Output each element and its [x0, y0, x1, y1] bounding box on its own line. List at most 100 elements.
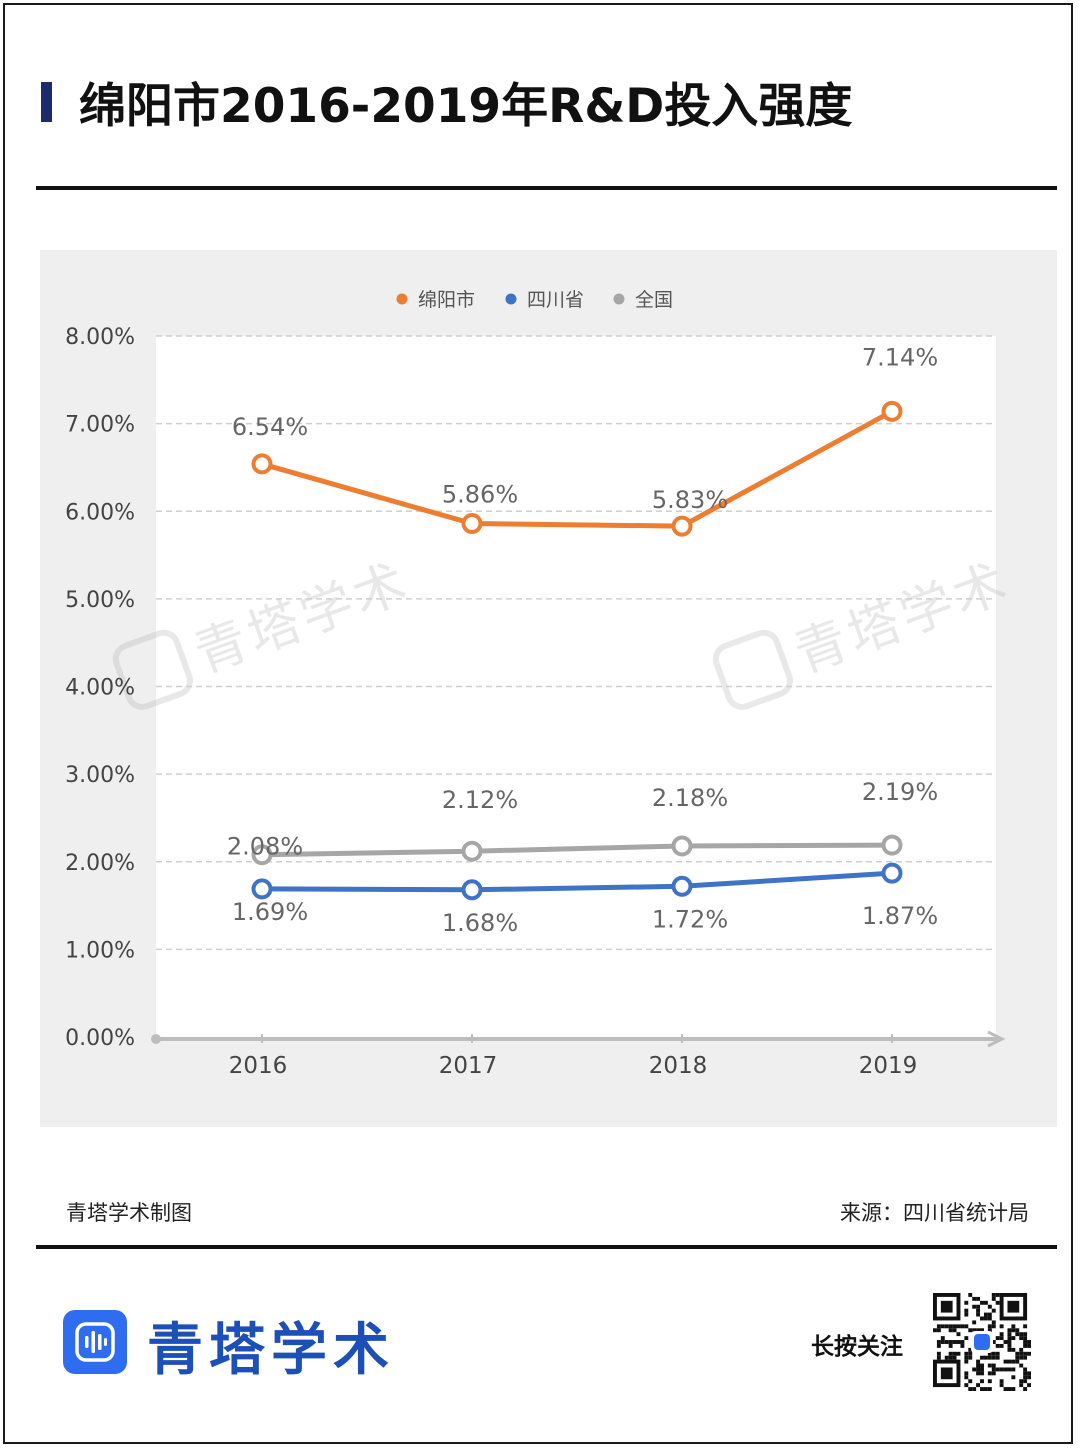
qr-module [972, 1387, 977, 1391]
qr-module [1023, 1351, 1028, 1356]
qr-module [948, 1328, 953, 1333]
qr-module [1023, 1371, 1028, 1376]
y-tick-label: 4.00% [65, 676, 135, 701]
poster-frame: 绵阳市2016-2019年R&D投入强度 青塔学术 青塔学术 0.00% 1.00%… [3, 3, 1073, 1444]
qr-module [991, 1355, 996, 1360]
qr-module [968, 1351, 973, 1356]
qr-module [944, 1355, 949, 1360]
legend-marker [396, 293, 408, 305]
qr-module [987, 1379, 992, 1384]
qr-module [983, 1312, 988, 1317]
qr-module [987, 1351, 992, 1356]
qr-module [980, 1371, 984, 1376]
qr-module [936, 1351, 941, 1356]
data-label: 1.69% [232, 898, 308, 926]
qr-module [1007, 1359, 1012, 1364]
data-label: 2.19% [862, 778, 938, 806]
qr-module [987, 1371, 992, 1376]
qr-module [983, 1355, 988, 1360]
qr-module [964, 1300, 969, 1305]
qr-module [991, 1296, 996, 1301]
qr-module [976, 1383, 981, 1388]
qr-module [1023, 1387, 1028, 1391]
qr-module [1007, 1347, 1012, 1352]
qr-module [968, 1387, 973, 1391]
top-divider [36, 186, 1057, 190]
qr-module [976, 1308, 981, 1313]
qr-module [999, 1379, 1004, 1384]
legend-label: 四川省 [527, 289, 584, 311]
qr-module [1027, 1375, 1031, 1380]
qr-module [1003, 1359, 1008, 1364]
qr-module [999, 1383, 1004, 1388]
qr-module [1023, 1336, 1028, 1341]
qr-module [960, 1340, 965, 1344]
series-line [261, 409, 894, 529]
data-label: 6.54% [232, 413, 308, 441]
qr-module [1007, 1328, 1012, 1333]
qr-module [964, 1375, 969, 1380]
qr-module [1015, 1332, 1020, 1337]
qr-module [964, 1383, 969, 1388]
grid-lines: 0.00% 1.00% 2.00% 3.00% 4.00% 5.00% 6.00% 7.00%… [65, 325, 996, 1051]
qr-module [1019, 1351, 1024, 1356]
qr-module [1019, 1336, 1024, 1341]
qr-module [976, 1367, 981, 1372]
qr-module [968, 1355, 973, 1360]
qr-module [1019, 1347, 1024, 1352]
qr-finder-core [1007, 1300, 1020, 1313]
qr-module [952, 1351, 957, 1356]
qr-module [964, 1351, 969, 1356]
qr-module [980, 1355, 984, 1360]
data-label: 7.14% [862, 343, 938, 371]
qr-module [972, 1320, 977, 1325]
qr-module [936, 1324, 941, 1329]
data-label: 5.86% [442, 481, 518, 509]
qr-module [936, 1343, 941, 1348]
qr-module [948, 1324, 953, 1329]
legend-label: 全国 [635, 289, 673, 311]
qr-module [999, 1367, 1004, 1372]
series-line [261, 842, 893, 858]
data-source: 来源：四川省统计局 [840, 1201, 1029, 1225]
qr-module [936, 1328, 941, 1333]
x-tick-label: 2017 [439, 1053, 498, 1079]
qr-module [991, 1324, 996, 1329]
qr-module [1023, 1332, 1028, 1337]
qr-module [952, 1328, 957, 1333]
y-tick-label: 5.00% [65, 588, 135, 613]
qr-module [940, 1324, 945, 1329]
qr-module [1019, 1379, 1024, 1384]
qr-module [987, 1304, 992, 1309]
y-tick-label: 3.00% [65, 763, 135, 788]
bottom-divider [36, 1245, 1057, 1249]
data-point [671, 875, 693, 897]
qr-module [1011, 1367, 1016, 1372]
qr-module [1011, 1324, 1016, 1329]
qr-module [956, 1332, 961, 1337]
qr-module [933, 1328, 937, 1333]
qr-module [1007, 1387, 1012, 1391]
qr-module [968, 1347, 973, 1352]
qr-module [999, 1336, 1004, 1341]
qr-module [999, 1343, 1004, 1348]
qr-module [991, 1340, 996, 1344]
qr-module [956, 1324, 961, 1329]
y-tick-label: 8.00% [65, 325, 135, 350]
page-title: 绵阳市2016-2019年R&D投入强度 [79, 79, 853, 134]
qr-module [1023, 1340, 1028, 1344]
watermark-logo-icon [112, 629, 193, 710]
qr-module [972, 1367, 977, 1372]
qr-module [976, 1328, 981, 1333]
qr-module [991, 1293, 996, 1297]
qr-module [976, 1359, 981, 1364]
qr-module [995, 1300, 1000, 1305]
qr-module [987, 1328, 992, 1333]
qr-module [968, 1293, 973, 1297]
qr-module [1019, 1355, 1024, 1360]
x-tick-label: 2016 [229, 1053, 288, 1079]
qr-code-icon[interactable] [933, 1293, 1031, 1391]
qr-module [952, 1340, 957, 1344]
qr-module [1027, 1351, 1031, 1356]
qr-module [1023, 1355, 1028, 1360]
